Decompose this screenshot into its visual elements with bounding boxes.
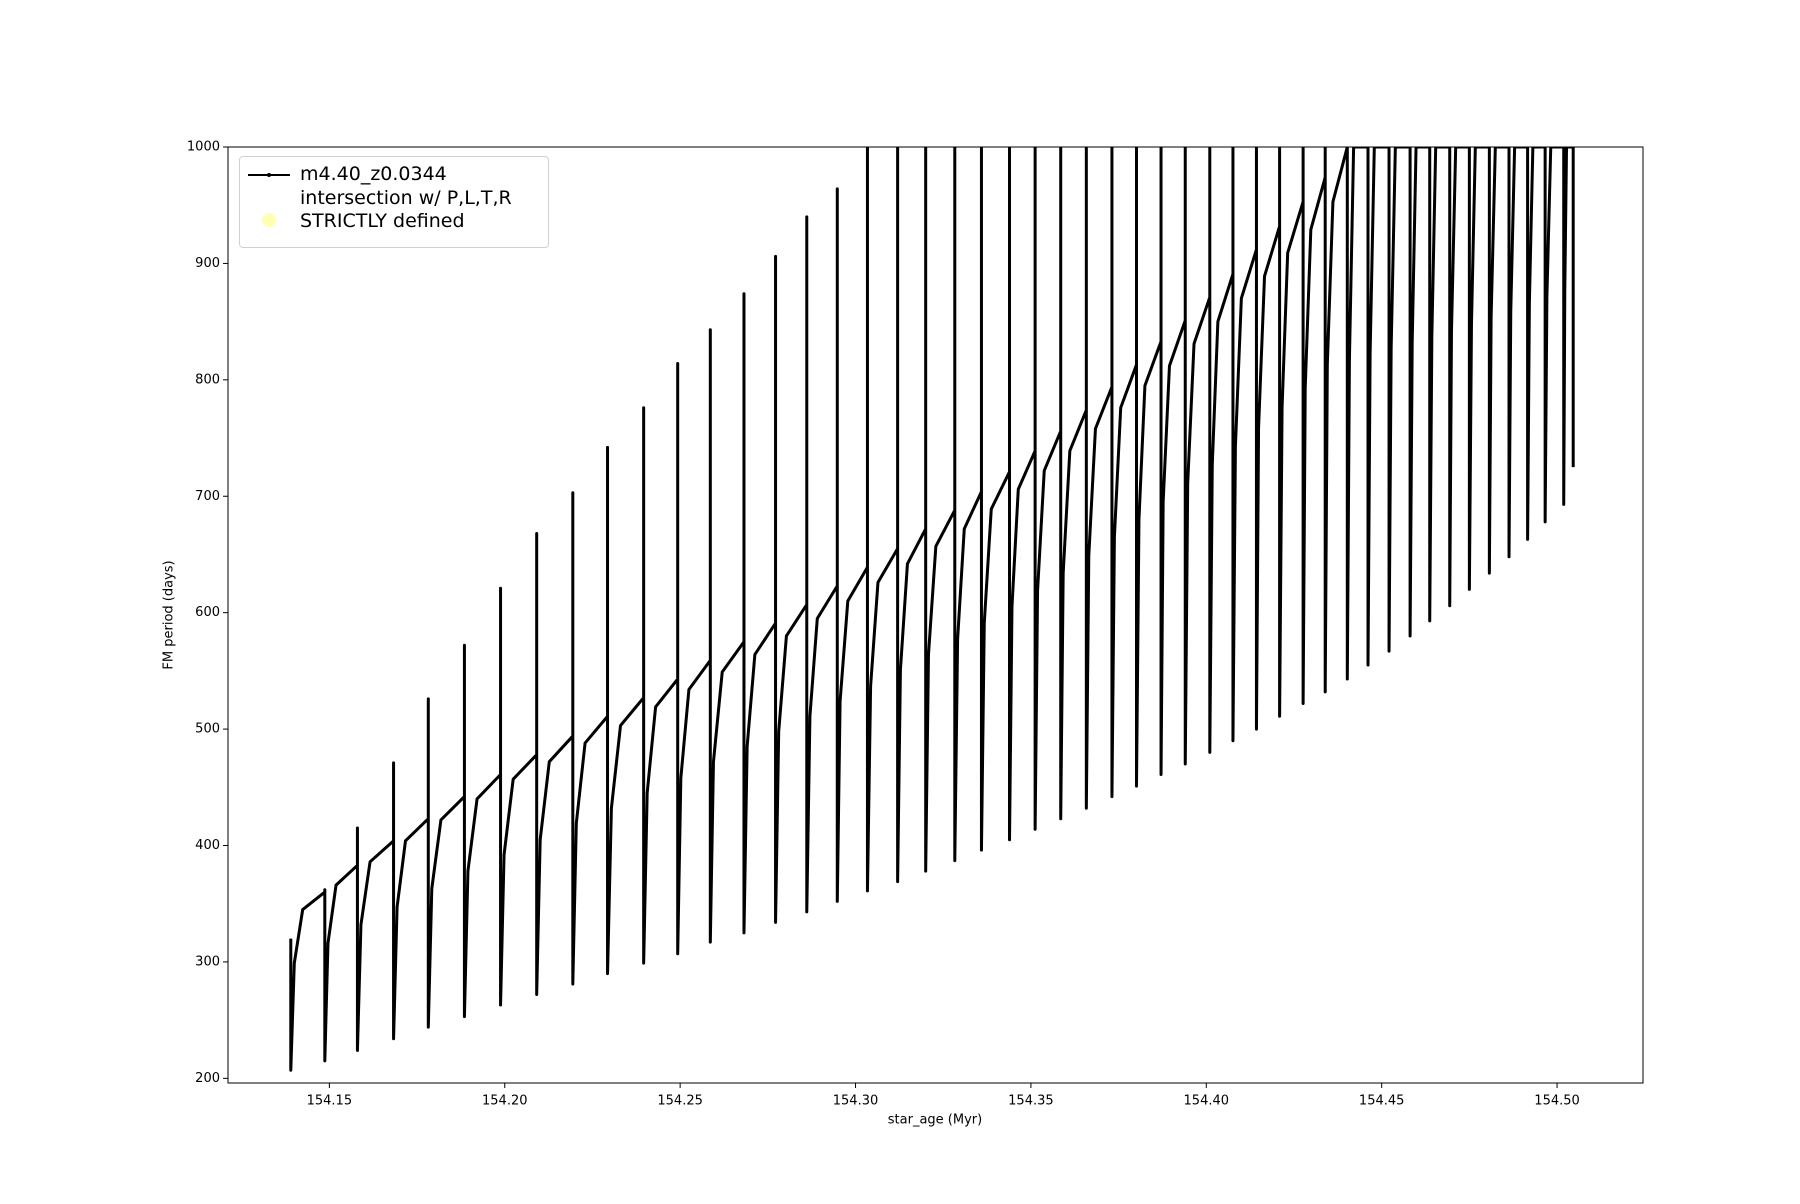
x-tick-label: 154.20 [482,1094,528,1109]
x-tick-label: 154.30 [833,1094,879,1109]
legend-entry: m4.40_z0.0344 [240,163,447,186]
legend-label: m4.40_z0.0344 [300,163,447,185]
y-tick-label: 700 [195,489,220,504]
data-line [289,147,1575,1072]
x-tick-label: 154.15 [307,1094,353,1109]
x-tick-label: 154.25 [657,1094,703,1109]
y-tick-label: 400 [195,838,220,853]
legend-marker [262,213,276,227]
y-tick-label: 300 [195,954,220,969]
legend-marker [267,173,271,177]
y-tick-label: 600 [195,605,220,620]
x-axis-label: star_age (Myr) [888,1113,982,1128]
y-axis-label: FM period (days) [162,560,177,669]
legend-swatch [248,173,290,177]
legend-entry: intersection w/ P,L,T,R STRICTLY defined [240,187,512,233]
x-tick-label: 154.45 [1359,1094,1405,1109]
legend-label: intersection w/ P,L,T,R STRICTLY defined [300,187,512,232]
y-tick-label: 500 [195,722,220,737]
x-tick-label: 154.50 [1534,1094,1580,1109]
y-tick-label: 900 [195,256,220,271]
x-tick-label: 154.35 [1008,1094,1054,1109]
y-tick-label: 1000 [187,140,220,155]
legend-swatch [262,213,276,227]
axes-frame [227,146,1644,1084]
y-tick-label: 800 [195,372,220,387]
legend: m4.40_z0.0344 intersection w/ P,L,T,R STR… [239,156,549,248]
y-tick-label: 200 [195,1071,220,1086]
x-tick-label: 154.40 [1184,1094,1230,1109]
plot-marks [289,147,1575,1072]
